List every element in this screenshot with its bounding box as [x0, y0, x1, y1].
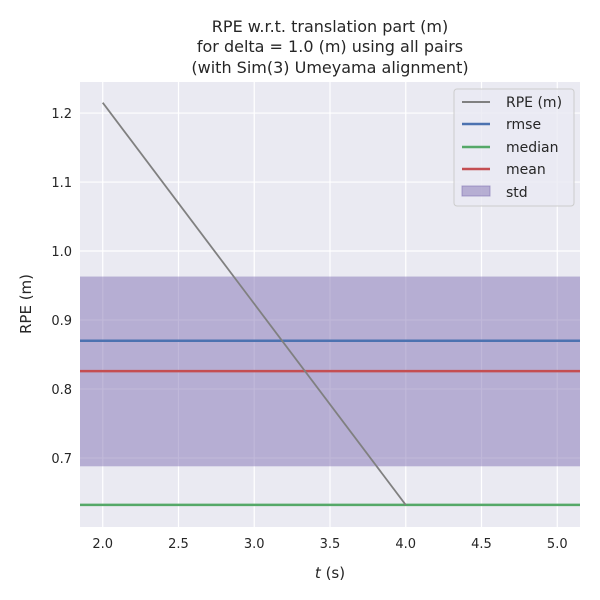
- legend-label-std: std: [506, 185, 528, 201]
- y-tick-label: 1.0: [51, 245, 72, 260]
- title-line-1: RPE w.r.t. translation part (m): [212, 17, 448, 36]
- legend-swatch-std: [461, 185, 491, 197]
- x-axis-label: t (s): [315, 564, 345, 582]
- x-tick-label: 3.5: [320, 537, 341, 552]
- x-tick-label: 2.0: [92, 537, 113, 552]
- x-tick-labels: 2.0 2.5 3.0 3.5 4.0 4.5 5.0: [92, 537, 567, 552]
- y-tick-labels: 0.7 0.8 0.9 1.0 1.1 1.2: [51, 107, 72, 467]
- y-axis-label: RPE (m): [17, 274, 35, 334]
- x-tick-label: 3.0: [244, 537, 265, 552]
- legend-label-mean: mean: [506, 162, 546, 178]
- x-tick-label: 5.0: [547, 537, 568, 552]
- chart-title: RPE w.r.t. translation part (m) for delt…: [191, 17, 468, 77]
- y-tick-label: 0.7: [51, 452, 72, 467]
- x-axis-label-unit: (s): [321, 564, 345, 582]
- x-tick-label: 4.0: [395, 537, 416, 552]
- legend-label-rmse: rmse: [506, 117, 541, 133]
- legend: RPE (m) rmse median mean std: [453, 88, 575, 207]
- y-tick-label: 0.9: [51, 314, 72, 329]
- title-line-3: (with Sim(3) Umeyama alignment): [191, 58, 468, 77]
- x-tick-label: 2.5: [168, 537, 189, 552]
- title-line-2: for delta = 1.0 (m) using all pairs: [197, 37, 463, 56]
- rpe-series-line: [102, 102, 407, 506]
- y-tick-label: 0.8: [51, 383, 72, 398]
- x-axis-label-italic: t: [315, 564, 322, 582]
- legend-label-median: median: [506, 140, 558, 156]
- y-tick-label: 1.1: [51, 176, 72, 191]
- y-tick-label: 1.2: [51, 107, 72, 122]
- legend-label-rpe: RPE (m): [506, 95, 562, 111]
- x-tick-label: 4.5: [471, 537, 492, 552]
- legend-box: [453, 88, 575, 207]
